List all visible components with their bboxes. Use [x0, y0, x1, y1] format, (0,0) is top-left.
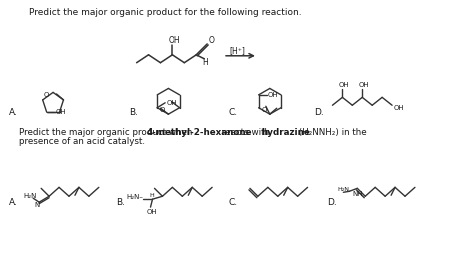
Text: B.: B.: [116, 198, 125, 207]
Text: O: O: [261, 107, 266, 113]
Text: N: N: [35, 202, 40, 208]
Text: Predict the major organic product when: Predict the major organic product when: [19, 129, 195, 137]
Text: O: O: [43, 92, 48, 98]
Text: hydrazine: hydrazine: [262, 129, 310, 137]
Text: C.: C.: [228, 198, 237, 207]
Text: D.: D.: [328, 198, 337, 207]
Text: A.: A.: [9, 108, 18, 117]
Text: OH: OH: [267, 92, 278, 98]
Text: reacts with: reacts with: [219, 129, 273, 137]
Text: 4-methyl-2-hexanone: 4-methyl-2-hexanone: [146, 129, 252, 137]
Text: (H₂NNH₂) in the: (H₂NNH₂) in the: [296, 129, 366, 137]
Text: O: O: [208, 36, 214, 46]
Text: Predict the major organic product for the following reaction.: Predict the major organic product for th…: [29, 8, 302, 17]
Text: H: H: [149, 193, 154, 198]
Text: H₂N: H₂N: [23, 193, 36, 199]
Text: H: H: [202, 58, 208, 67]
Text: OH: OH: [168, 36, 180, 46]
Text: OH: OH: [55, 109, 66, 115]
Text: OH: OH: [358, 82, 369, 89]
Text: OH: OH: [166, 100, 177, 106]
Text: [H⁺]: [H⁺]: [229, 46, 245, 55]
Text: OH: OH: [338, 82, 349, 89]
Text: A.: A.: [9, 198, 18, 207]
Text: O: O: [160, 107, 165, 113]
Text: H₂N–: H₂N–: [127, 194, 144, 200]
Text: B.: B.: [128, 108, 137, 117]
Text: presence of an acid catalyst.: presence of an acid catalyst.: [19, 137, 146, 146]
Text: D.: D.: [315, 108, 324, 117]
Text: OH: OH: [394, 105, 405, 111]
Text: H₂N: H₂N: [337, 187, 349, 192]
Text: C.: C.: [228, 108, 237, 117]
Text: NH: NH: [352, 191, 363, 197]
Text: OH: OH: [146, 209, 157, 215]
